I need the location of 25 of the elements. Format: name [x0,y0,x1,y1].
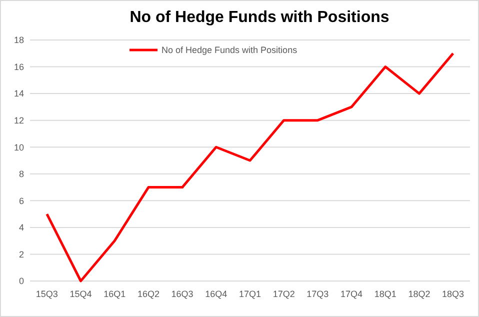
y-tick-label: 8 [18,169,24,180]
x-tick-label: 16Q4 [205,289,228,299]
y-tick-label: 4 [18,222,24,233]
x-tick-label: 17Q2 [272,289,295,299]
x-tick-label: 17Q4 [340,289,363,299]
x-tick-label: 18Q1 [374,289,396,299]
x-tick-label: 16Q3 [171,289,194,299]
x-tick-label: 15Q4 [70,289,92,299]
x-tick-label: 17Q3 [306,289,329,299]
y-tick-label: 0 [18,276,24,286]
y-tick-label: 14 [14,88,24,99]
x-tick-label: 16Q1 [104,289,126,299]
y-tick-label: 16 [14,62,24,72]
x-tick-label: 18Q3 [442,289,464,299]
y-tick-label: 18 [14,35,24,46]
y-tick-label: 12 [14,115,24,126]
x-tick-label: 17Q1 [238,289,262,299]
x-tick-label: 18Q2 [408,289,430,299]
x-tick-label: 16Q2 [137,289,160,299]
y-tick-label: 6 [18,196,24,206]
y-tick-label: 10 [14,142,24,152]
chart-title: No of Hedge Funds with Positions [130,9,390,26]
x-tick-label: 15Q3 [36,289,58,299]
y-tick-label: 2 [18,249,24,260]
legend-label: No of Hedge Funds with Positions [162,45,298,56]
